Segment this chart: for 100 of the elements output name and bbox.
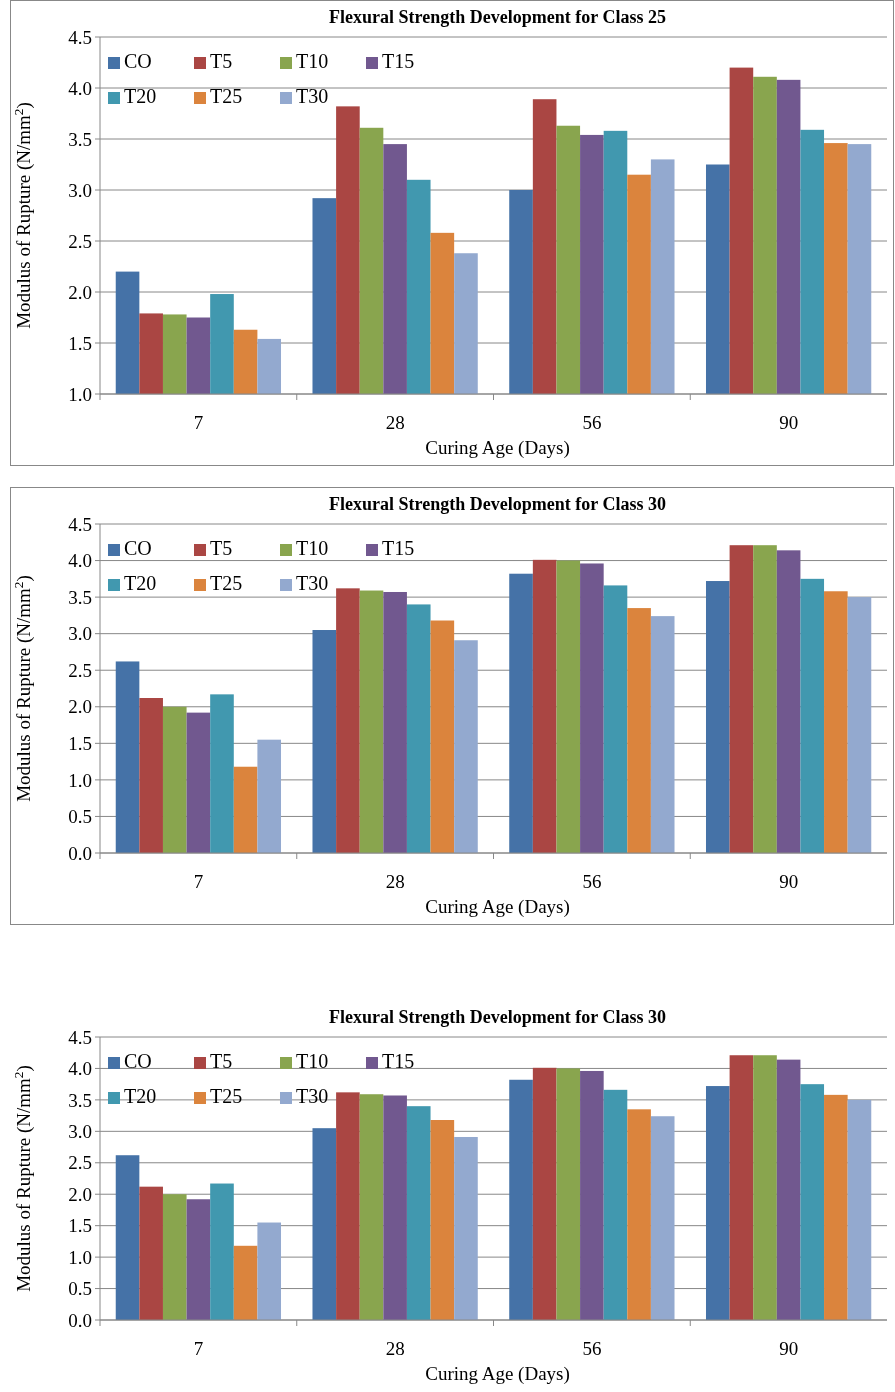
y-tick-label: 2.0 [68,281,92,303]
y-tick-label: 3.5 [68,1089,92,1111]
bar [650,616,675,853]
x-tick-label: 90 [779,1338,799,1359]
bar [556,1068,581,1320]
y-tick-label: 4.0 [68,550,92,572]
y-tick-label: 3.0 [68,623,92,645]
y-tick-label: 1.0 [68,769,92,791]
x-tick-label: 56 [582,871,602,892]
x-tick-label: 90 [779,412,799,433]
bar [603,585,628,853]
bar [847,597,872,853]
bar [532,559,557,853]
y-tick-label: 4.0 [68,77,92,99]
y-tick-label: 4.0 [68,1058,92,1080]
bar [580,563,604,853]
bar [753,545,777,853]
y-tick-label: 3.0 [68,1120,92,1142]
bar [162,706,187,853]
bar [847,1099,872,1320]
legend-label: CO [124,1050,152,1072]
y-tick-label: 4.5 [68,26,92,48]
bar [210,694,234,853]
bar [800,1084,825,1320]
chart-title: Flexural Strength Development for Class 30 [329,1007,666,1027]
bar [383,591,407,853]
y-tick-label: 3.5 [68,128,92,150]
legend-label: T5 [210,50,233,72]
bar [603,1089,628,1320]
y-tick-label: 1.5 [68,732,92,754]
legend-label: T10 [296,50,329,72]
bar [257,739,282,853]
legend-label: T30 [296,572,329,594]
bar [139,698,163,853]
bar [336,588,360,853]
bar [627,608,651,853]
chart-title: Flexural Strength Development for Class 30 [329,494,666,514]
bar [705,1086,730,1320]
x-tick-label: 28 [385,412,405,433]
legend-label: T20 [124,1085,157,1107]
bar [509,1079,533,1320]
bar [312,1128,337,1320]
bar [139,1186,163,1320]
y-tick-label: 0.5 [68,806,92,828]
legend-label: T20 [124,85,157,107]
legend-label: T30 [296,1085,329,1107]
y-tick-label: 4.5 [68,1026,92,1048]
bar [115,661,140,853]
bar [257,1222,282,1320]
bar [729,1055,754,1320]
x-tick-label: 7 [193,412,204,433]
x-tick-label: 56 [582,1338,602,1359]
bar [186,712,211,853]
bar [454,1136,478,1320]
bar [776,1059,801,1320]
y-tick-label: 2.0 [68,1183,92,1205]
x-tick-label: 90 [779,871,799,892]
y-tick-label: 1.5 [68,332,92,354]
legend-label: T10 [296,1050,329,1072]
x-tick-label: 28 [385,1338,405,1359]
y-tick-label: 2.5 [68,659,92,681]
bar [580,1070,604,1320]
y-tick-label: 1.0 [68,1246,92,1268]
bar [824,1094,848,1320]
legend-label: T5 [210,537,233,559]
legend-label: T15 [382,537,415,559]
legend-label: T25 [210,572,243,594]
bar [430,1120,455,1320]
bar [406,604,431,853]
bar [233,766,258,853]
y-tick-label: 1.0 [68,383,92,405]
legend-label: CO [124,50,152,72]
legend-label: T15 [382,1050,415,1072]
x-tick-label: 28 [385,871,405,892]
y-tick-label: 3.0 [68,179,92,201]
bar [729,545,754,853]
legend-label: T25 [210,1085,243,1107]
y-tick-label: 0.5 [68,1278,92,1300]
bar [336,1092,360,1320]
x-tick-label: 7 [193,1338,204,1359]
bar [430,620,455,853]
chart-title: Flexural Strength Development for Class 25 [329,7,666,27]
legend-label: CO [124,537,152,559]
x-axis-title: Curing Age (Days) [425,437,570,459]
y-tick-label: 2.0 [68,696,92,718]
legend-label: T30 [296,85,329,107]
bar [800,578,825,853]
x-axis-title: Curing Age (Days) [425,1363,570,1385]
bar [824,591,848,853]
bar [115,1155,140,1320]
bar [650,1116,675,1320]
bar [776,550,801,853]
y-tick-label: 1.5 [68,1215,92,1237]
bar [359,1094,384,1320]
y-tick-label: 0.0 [68,1309,92,1331]
y-tick-label: 2.5 [68,230,92,252]
bar [406,1106,431,1320]
legend-label: T15 [382,50,415,72]
bar [233,1245,258,1320]
bar [556,560,581,853]
